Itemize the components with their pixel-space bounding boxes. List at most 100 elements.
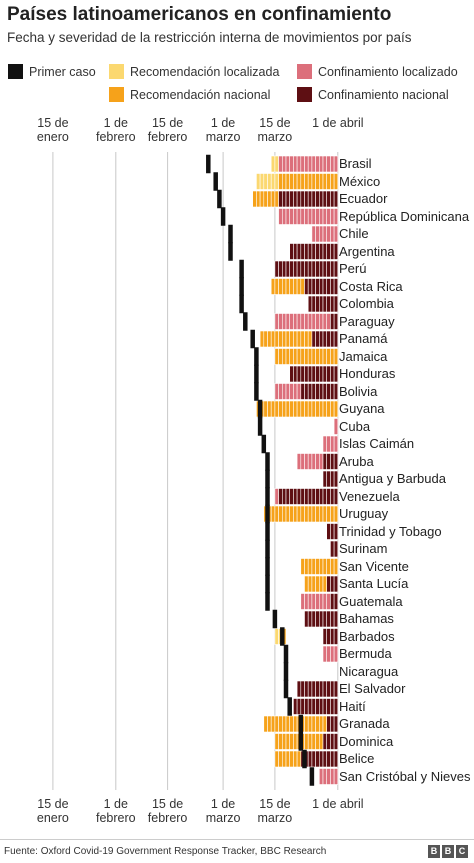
status-day-cl xyxy=(318,593,324,610)
status-day-rn xyxy=(318,505,324,523)
status-day-cn xyxy=(296,260,302,278)
status-day-rn xyxy=(263,400,268,418)
status-day-cn xyxy=(296,698,302,715)
status-day-cn xyxy=(326,243,331,260)
status-day-rn xyxy=(270,190,276,208)
status-day-rn xyxy=(274,278,279,295)
status-day-cl xyxy=(318,313,324,330)
status-day-rn xyxy=(281,400,287,418)
status-day-cn xyxy=(318,383,324,400)
status-day-rn xyxy=(300,400,305,418)
status-day-cn xyxy=(307,383,313,400)
status-day-cn xyxy=(285,190,291,208)
status-day-rn xyxy=(304,733,309,750)
status-day-rn xyxy=(304,400,309,418)
status-day-rn xyxy=(289,278,294,295)
country-label: Antigua y Barbuda xyxy=(339,471,446,486)
status-day-rn xyxy=(289,173,294,190)
first-case-marker xyxy=(272,609,278,629)
status-day-rn xyxy=(315,715,320,733)
country-label: Costa Rica xyxy=(339,278,403,294)
status-day-cl xyxy=(289,313,294,330)
status-day-cl xyxy=(322,593,328,610)
status-day-cl xyxy=(307,453,313,470)
status-day-rl xyxy=(270,155,276,173)
status-day-rn xyxy=(296,348,302,365)
status-day-rn xyxy=(311,715,316,733)
status-day-cn xyxy=(307,278,313,295)
status-day-rn xyxy=(304,348,309,365)
status-day-cn xyxy=(300,260,305,278)
status-day-cl xyxy=(274,488,279,505)
status-day-cn xyxy=(304,260,309,278)
first-case-marker xyxy=(217,189,222,209)
status-day-rn xyxy=(285,348,291,365)
status-day-rn xyxy=(293,173,298,190)
status-day-rn xyxy=(322,505,328,523)
status-day-cn xyxy=(315,698,320,715)
status-day-cn xyxy=(326,733,331,750)
status-day-rn xyxy=(326,505,331,523)
status-day-cn xyxy=(293,365,298,383)
axis-tick-label-bottom: 15 de febrero xyxy=(147,797,188,825)
status-day-rn xyxy=(289,330,294,348)
status-day-cn xyxy=(322,383,328,400)
status-day-cl xyxy=(281,313,287,330)
status-day-rn xyxy=(281,348,287,365)
first-case-marker xyxy=(257,417,263,436)
status-day-cn xyxy=(318,278,324,295)
status-day-cl xyxy=(293,313,298,330)
first-case-marker xyxy=(228,224,233,244)
status-day-rn xyxy=(274,750,279,768)
status-day-cl xyxy=(293,155,298,173)
axis-tick-label-bottom: 15 de enero xyxy=(36,797,69,825)
legend-rec-national: Recomendación nacional xyxy=(109,87,270,102)
status-day-cn xyxy=(315,610,320,628)
status-day-cn xyxy=(326,260,331,278)
status-day-cn xyxy=(300,365,305,383)
status-day-cn xyxy=(300,680,305,698)
first-case-marker xyxy=(280,627,285,646)
status-day-cn xyxy=(296,190,302,208)
first-case-marker xyxy=(239,259,244,279)
status-day-cl xyxy=(322,768,328,785)
axis-tick-label-top: 15 de febrero xyxy=(147,116,188,144)
status-day-cl xyxy=(322,313,328,330)
status-day-cn xyxy=(307,243,313,260)
status-day-rn xyxy=(315,558,320,575)
status-day-cl xyxy=(311,208,316,225)
status-day-rn xyxy=(318,400,324,418)
status-day-cn xyxy=(315,750,320,768)
status-day-cl xyxy=(330,768,335,785)
status-day-rn xyxy=(267,190,272,208)
status-day-cl xyxy=(311,313,316,330)
status-day-cn xyxy=(330,260,335,278)
status-day-cl xyxy=(293,383,298,400)
status-day-rn xyxy=(300,173,305,190)
status-day-cl xyxy=(315,155,320,173)
axis-tick-label-top: 1 de marzo xyxy=(205,116,241,144)
status-day-cn xyxy=(330,313,335,330)
status-day-cn xyxy=(318,488,324,505)
bbc-logo-letter: B xyxy=(428,845,440,858)
country-label: Perú xyxy=(339,261,367,276)
status-day-cl xyxy=(333,645,339,663)
status-day-rn xyxy=(322,400,328,418)
status-day-cn xyxy=(278,260,283,278)
status-day-rn xyxy=(289,715,294,733)
status-day-rn xyxy=(333,173,339,190)
status-day-cn xyxy=(326,750,331,768)
status-day-cn xyxy=(289,488,294,505)
status-day-cn xyxy=(326,278,331,295)
status-day-rn xyxy=(252,190,257,208)
status-day-cn xyxy=(318,260,324,278)
status-day-cn xyxy=(304,383,309,400)
status-day-cn xyxy=(315,260,320,278)
status-day-cn xyxy=(311,680,316,698)
status-day-cn xyxy=(330,680,335,698)
status-day-cn xyxy=(322,453,328,470)
status-day-cn xyxy=(326,610,331,628)
status-day-rn xyxy=(330,558,335,575)
axis-tick-label-bottom: 15 de marzo xyxy=(257,797,293,825)
status-day-cl xyxy=(326,645,331,663)
